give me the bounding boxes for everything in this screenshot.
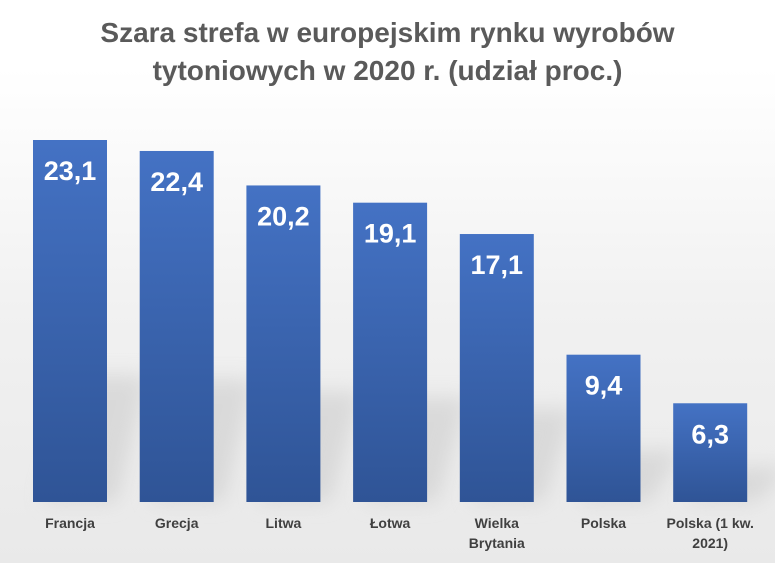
bar-value-label: 6,3 — [691, 419, 729, 449]
bar-value-label: 20,2 — [257, 201, 310, 231]
bar — [459, 234, 534, 502]
bar — [353, 202, 428, 503]
chart-title-line-1: Szara strefa w europejskim rynku wyrobów — [100, 17, 675, 48]
category-label-line: Litwa — [266, 515, 302, 531]
category-label: Polska — [581, 515, 626, 531]
category-label-line: Łotwa — [370, 515, 411, 531]
chart-title: Szara strefa w europejskim rynku wyrobów… — [0, 14, 775, 90]
category-label-line: Polska — [581, 515, 626, 531]
category-label: Polska (1 kw. 2021) — [666, 515, 753, 551]
category-label: Łotwa — [370, 515, 411, 531]
category-label: Wielka Brytania — [469, 515, 525, 551]
category-label: Litwa — [266, 515, 302, 531]
bars — [33, 140, 748, 503]
bar — [139, 150, 214, 502]
bar — [246, 185, 321, 502]
category-label-line: Francja — [45, 515, 95, 531]
category-label-line: Wielka — [475, 515, 519, 531]
chart-title-line-2: tytoniowych w 2020 r. (udział proc.) — [152, 55, 623, 86]
category-label: Francja — [45, 515, 95, 531]
category-labels: Francja Grecja Litwa Łotwa Wielka Brytania Pol… — [45, 515, 754, 551]
bar-value-label: 22,4 — [150, 167, 203, 197]
bar-value-label: 9,4 — [585, 371, 623, 401]
category-label-line: Brytania — [469, 535, 525, 551]
bar — [673, 403, 748, 502]
bar-value-label: 19,1 — [364, 219, 417, 249]
bar — [33, 140, 107, 502]
category-label: Grecja — [155, 515, 199, 531]
value-labels: 23,1 22,4 20,2 19,1 17,1 9,4 6,3 — [44, 156, 729, 449]
bar-value-label: 23,1 — [44, 156, 97, 186]
category-label-line: 2021) — [692, 535, 728, 551]
bar-value-label: 17,1 — [471, 250, 524, 280]
category-label-line: Polska (1 kw. — [666, 515, 753, 531]
bar — [566, 354, 641, 502]
category-label-line: Grecja — [155, 515, 199, 531]
